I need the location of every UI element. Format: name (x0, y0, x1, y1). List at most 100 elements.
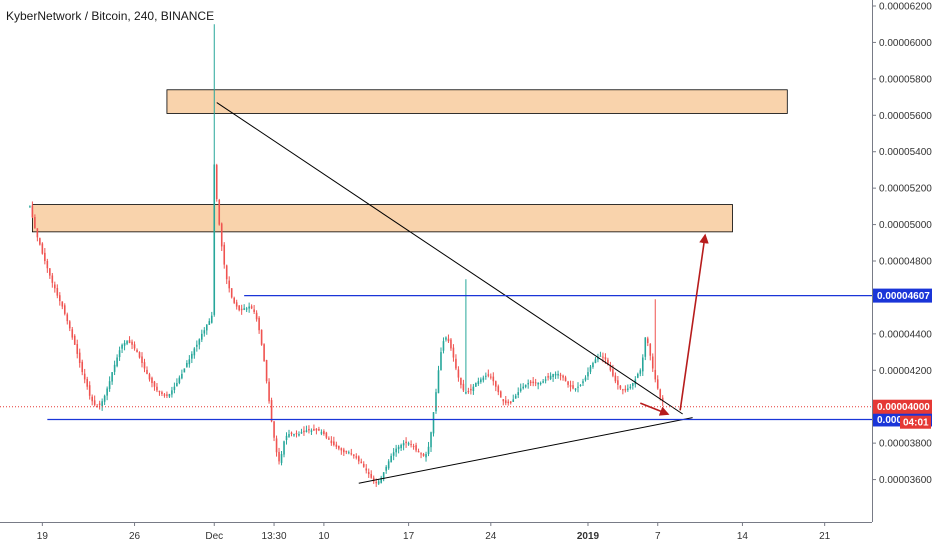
resistance-zone (166, 89, 788, 114)
candle-body (400, 444, 402, 449)
x-tick-label: 21 (819, 531, 831, 542)
candle-body (612, 369, 614, 376)
candle-body (425, 454, 427, 458)
candle-body (365, 468, 368, 471)
candle-body (196, 344, 198, 347)
x-tick-label: 19 (37, 531, 49, 542)
candle-body (470, 388, 472, 391)
candle-body (587, 372, 589, 377)
candle-body (360, 461, 363, 464)
candle-body (380, 477, 382, 483)
candle-body (584, 377, 587, 381)
candle-body (485, 375, 487, 377)
candle-body (554, 373, 557, 376)
x-tick-label: Dec (205, 531, 223, 542)
trendline (358, 417, 693, 484)
candle-body (49, 268, 51, 276)
candle-body (161, 392, 163, 394)
candle-body (36, 228, 39, 238)
candle-body (288, 434, 290, 437)
candle-body (402, 443, 405, 446)
candle-body (552, 373, 554, 378)
candle-body (303, 430, 305, 433)
candle-body (395, 448, 397, 453)
candle-body (602, 356, 604, 358)
x-tick-label: 14 (737, 531, 749, 542)
candle-body (78, 352, 81, 363)
candle-body (569, 385, 572, 387)
chart-title: KyberNetwork / Bitcoin, 240, BINANCE (6, 9, 214, 23)
current-price-badge-bg (873, 399, 932, 414)
candle-body (126, 341, 128, 344)
candle-body (223, 244, 226, 265)
candle-body (151, 377, 153, 384)
candle-body (514, 395, 517, 399)
candle-body (477, 381, 480, 384)
candle-body (646, 338, 649, 343)
candle-body (572, 385, 574, 389)
candle-body (594, 359, 597, 363)
candle-body (460, 377, 462, 385)
candle-body (243, 308, 245, 310)
candle-body (255, 312, 258, 320)
candle-body (651, 356, 654, 369)
candle-body (654, 369, 657, 380)
candle-body (452, 347, 455, 358)
candle-body (298, 434, 300, 436)
candle-body (614, 375, 617, 382)
candle-body (240, 308, 243, 311)
candle-body (156, 386, 158, 391)
candle-body (475, 383, 477, 387)
candle-body (641, 357, 644, 372)
candle-body (335, 444, 338, 447)
candle-body (639, 370, 642, 374)
level-price-badge-bg (873, 288, 932, 303)
candle-body (101, 401, 103, 406)
candle-body (499, 391, 502, 398)
x-tick-label: 17 (403, 531, 415, 542)
candle-body (604, 357, 607, 360)
y-tick-label: 0.00004400 (879, 329, 932, 340)
candle-body (176, 383, 178, 387)
candle-body (213, 164, 216, 315)
candle-body (71, 329, 74, 338)
candle-body (422, 453, 425, 456)
candle-body (293, 434, 295, 436)
candle-body (108, 381, 111, 389)
candle-body (258, 317, 260, 331)
candle-body (146, 369, 148, 374)
candle-body (143, 362, 146, 369)
candle-body (191, 353, 193, 359)
candle-body (46, 260, 49, 269)
candle-body (86, 378, 88, 387)
candle-body (238, 305, 240, 311)
candle-body (348, 452, 350, 454)
candle-body (285, 435, 288, 441)
candle-body (123, 342, 126, 346)
candle-body (58, 295, 61, 302)
candle-body (88, 385, 91, 396)
candle-body (340, 448, 343, 451)
candle-body (308, 428, 310, 431)
candle-body (567, 381, 569, 385)
candle-body (385, 466, 387, 471)
candle-body (153, 381, 156, 387)
level-price-badge: 0.00004607 (877, 291, 930, 302)
candle-body (275, 438, 278, 453)
projection-arrow (679, 233, 709, 411)
candle-body (228, 280, 231, 289)
candle-body (141, 356, 143, 363)
candle-body (482, 377, 485, 381)
candle-body (519, 388, 522, 392)
candle-body (210, 315, 213, 323)
candle-body (529, 381, 532, 384)
x-tick-label: 24 (485, 531, 497, 542)
candle-body (410, 444, 412, 446)
candle-body (188, 359, 191, 365)
candle-body (265, 360, 268, 382)
y-tick-label: 0.00004200 (879, 366, 932, 377)
candle-body (377, 481, 380, 484)
candle-body (629, 386, 632, 389)
